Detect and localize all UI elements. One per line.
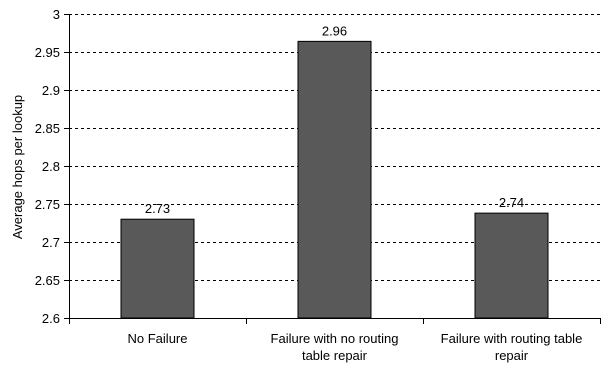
y-axis-title: Average hops per lookup — [10, 95, 25, 239]
x-category-label: repair — [495, 348, 529, 363]
y-tick-label: 2.7 — [42, 235, 60, 250]
bars — [120, 40, 549, 319]
y-tick-label: 2.85 — [35, 121, 60, 136]
bar — [297, 40, 372, 319]
x-category-labels: No Failure Failure with no routing table r… — [128, 331, 583, 363]
y-tick-label: 2.75 — [35, 197, 60, 212]
y-tick-label: 3 — [53, 7, 60, 22]
data-label: 2.74 — [499, 195, 524, 210]
y-tick-labels: 2.6 2.65 2.7 2.75 2.8 2.85 2.9 2.95 3 — [35, 7, 60, 326]
y-tick-label: 2.9 — [42, 83, 60, 98]
data-label: 2.73 — [145, 201, 170, 216]
data-label: 2.96 — [322, 23, 347, 38]
y-tick-label: 2.8 — [42, 159, 60, 174]
bar — [120, 218, 195, 319]
data-labels: 2.73 2.96 2.74 — [145, 23, 524, 216]
x-category-label: table repair — [302, 348, 368, 363]
y-tick-label: 2.6 — [42, 311, 60, 326]
x-category-label: Failure with no routing — [271, 331, 399, 346]
axes — [64, 14, 601, 324]
x-category-label: No Failure — [128, 331, 188, 346]
bar — [474, 212, 549, 319]
y-tick-label: 2.65 — [35, 273, 60, 288]
x-category-label: Failure with routing table — [441, 331, 583, 346]
y-tick-label: 2.95 — [35, 45, 60, 60]
